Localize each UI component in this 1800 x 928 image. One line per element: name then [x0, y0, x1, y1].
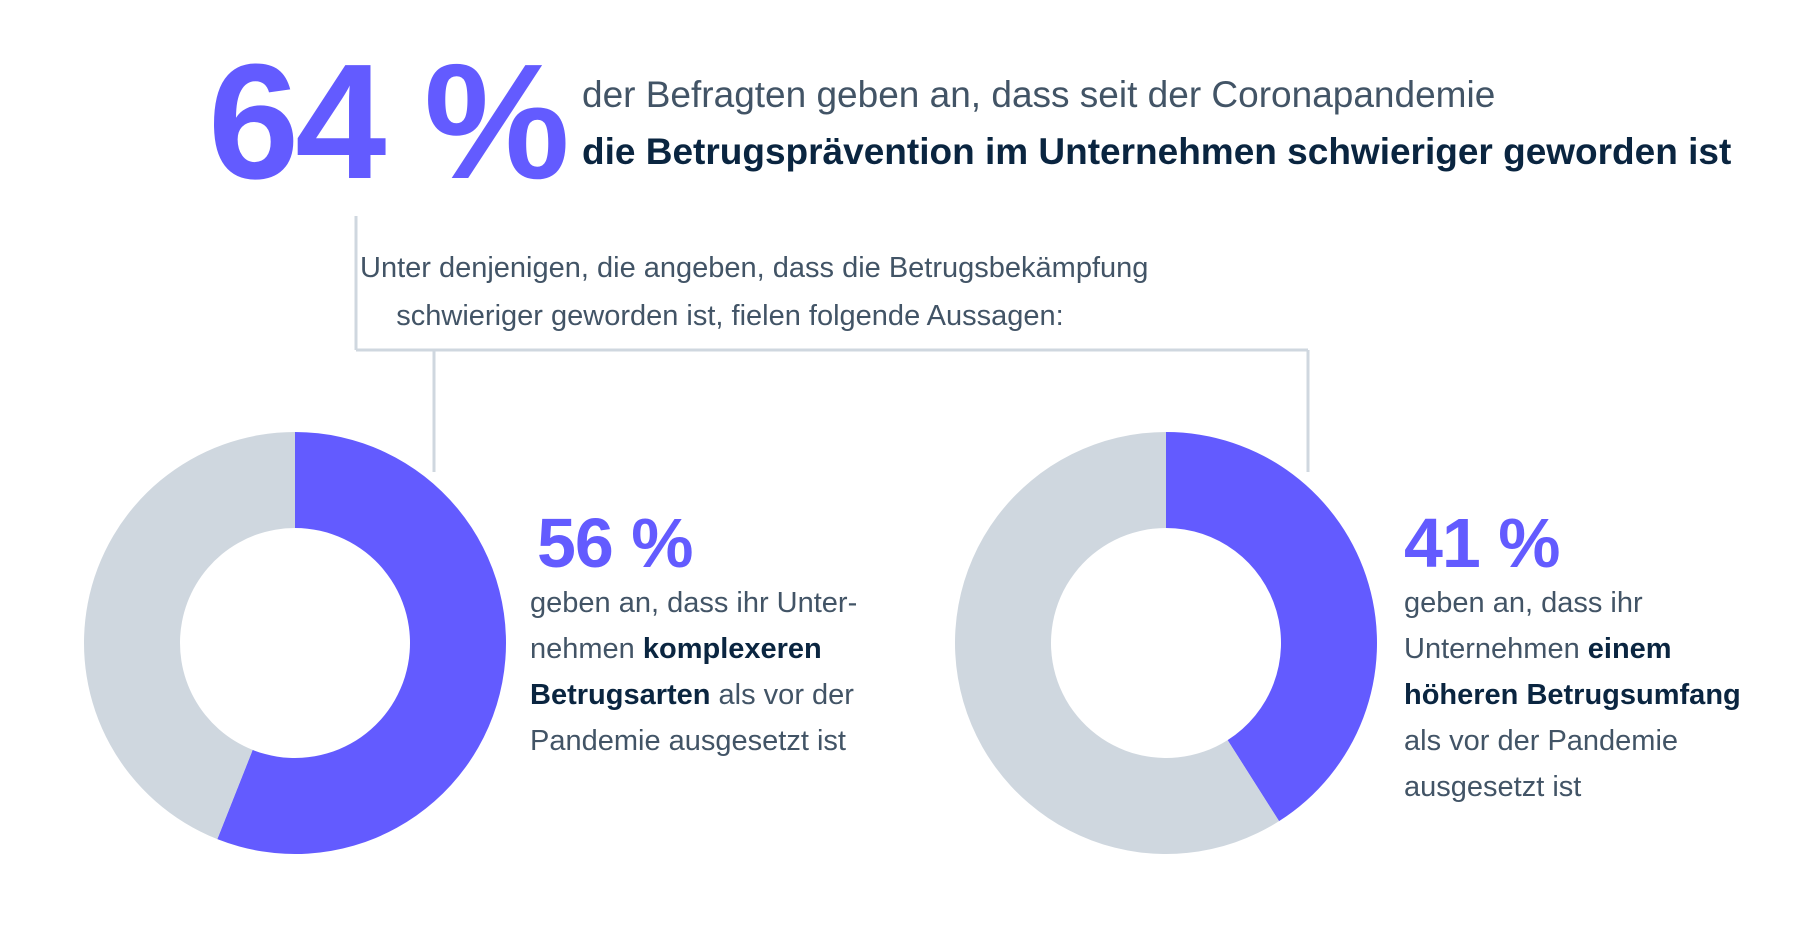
- stat-1-line-2: nehmen komplexeren: [530, 626, 857, 672]
- sub-intro-line-1: Unter denjenigen, die angeben, dass die …: [360, 252, 1149, 284]
- stat-1-description: geben an, dass ihr Unter- nehmen komplex…: [530, 580, 857, 764]
- donut-1-slice-remainder: [83, 432, 295, 840]
- stat-2-line-3-bold: höheren Betrugsumfang: [1404, 679, 1741, 711]
- stat-1-line-3: Betrugsarten als vor der: [530, 672, 857, 718]
- stat-1-line-3-bold: Betrugsarten: [530, 679, 711, 711]
- stat-2-description: geben an, dass ihr Unternehmen einem höh…: [1404, 580, 1741, 810]
- stat-2-line-5: ausgesetzt ist: [1404, 771, 1582, 803]
- stat-2-value: 41 %: [1404, 504, 1561, 582]
- stat-2-line-2-normal: Unternehmen: [1404, 633, 1588, 665]
- stat-2-line-2: Unternehmen einem: [1404, 626, 1741, 672]
- stat-2-line-2-bold: einem: [1587, 633, 1672, 665]
- headline-text: der Befragten geben an, dass seit der Co…: [582, 66, 1782, 180]
- stat-2-line-1: geben an, dass ihr: [1404, 587, 1643, 619]
- stat-1-line-3-normal: als vor der: [710, 679, 854, 711]
- donut-1-slice-value: [217, 432, 506, 854]
- stat-2-line-3: höheren Betrugsumfang: [1404, 672, 1741, 718]
- stat-2-line-4: als vor der Pandemie: [1404, 725, 1679, 757]
- bracket-lines: [354, 216, 1310, 472]
- headline-line-1: der Befragten geben an, dass seit der Co…: [582, 74, 1496, 115]
- stat-1-line-1: geben an, dass ihr Unter-: [530, 587, 858, 619]
- stat-1-line-2-bold: komplexeren: [642, 633, 822, 665]
- donut-2-slice-value: [1166, 431, 1378, 822]
- stat-1-line-2-normal: nehmen: [530, 633, 643, 665]
- stat-1-value: 56 %: [537, 504, 694, 582]
- sub-intro: Unter denjenigen, die angeben, dass die …: [360, 244, 1149, 340]
- headline-stat: 64 %: [208, 30, 570, 213]
- sub-intro-line-2: schwieriger geworden ist, fielen folgend…: [396, 300, 1064, 332]
- stat-1-line-4: Pandemie ausgesetzt ist: [530, 725, 846, 757]
- headline-line-2: die Betrugsprävention im Unternehmen sch…: [582, 131, 1732, 172]
- donut-2-slice-remainder: [955, 432, 1280, 854]
